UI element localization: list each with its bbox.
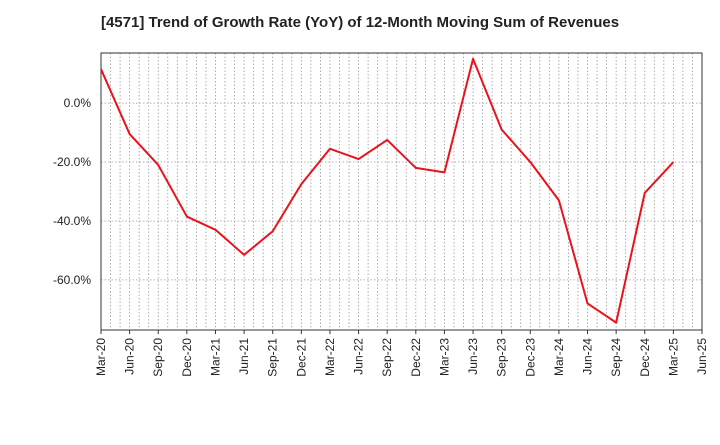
plot-background [101,53,702,330]
x-tick-label: Jun-23 [466,338,480,375]
x-tick-label: Mar-24 [552,338,566,376]
x-tick-label: Dec-23 [523,338,537,377]
x-tick-label: Sep-21 [266,338,280,377]
x-tick-label: Dec-22 [409,338,423,377]
x-tick-label: Mar-25 [666,338,680,376]
x-tick-label: Sep-22 [380,338,394,377]
plot-frame [100,52,703,331]
y-tick-label: -40.0% [53,214,91,228]
x-tick-label: Dec-24 [638,338,652,377]
series-line [100,57,675,324]
x-tick-label: Jun-21 [237,338,251,375]
x-tick-label: Mar-22 [323,338,337,376]
y-tick-label: -20.0% [53,155,91,169]
x-tick-label: Mar-21 [208,338,222,376]
x-tick-label: Sep-23 [495,338,509,377]
x-tick-label: Sep-24 [609,338,623,377]
x-tick-label: Dec-20 [180,338,194,377]
x-tick-label: Jun-24 [581,338,595,375]
chart-title: [4571] Trend of Growth Rate (YoY) of 12-… [100,14,620,31]
x-tick-label: Dec-21 [294,338,308,377]
x-tick-label: Jun-22 [352,338,366,375]
y-tick-label: -60.0% [53,273,91,287]
x-tick-label: Mar-20 [94,338,108,376]
y-tick-label: 0.0% [64,96,92,110]
x-tick-label: Mar-23 [437,338,451,376]
x-tick-label: Sep-20 [151,338,165,377]
x-tick-label: Jun-25 [695,338,709,375]
x-tick-label: Jun-20 [123,338,137,375]
